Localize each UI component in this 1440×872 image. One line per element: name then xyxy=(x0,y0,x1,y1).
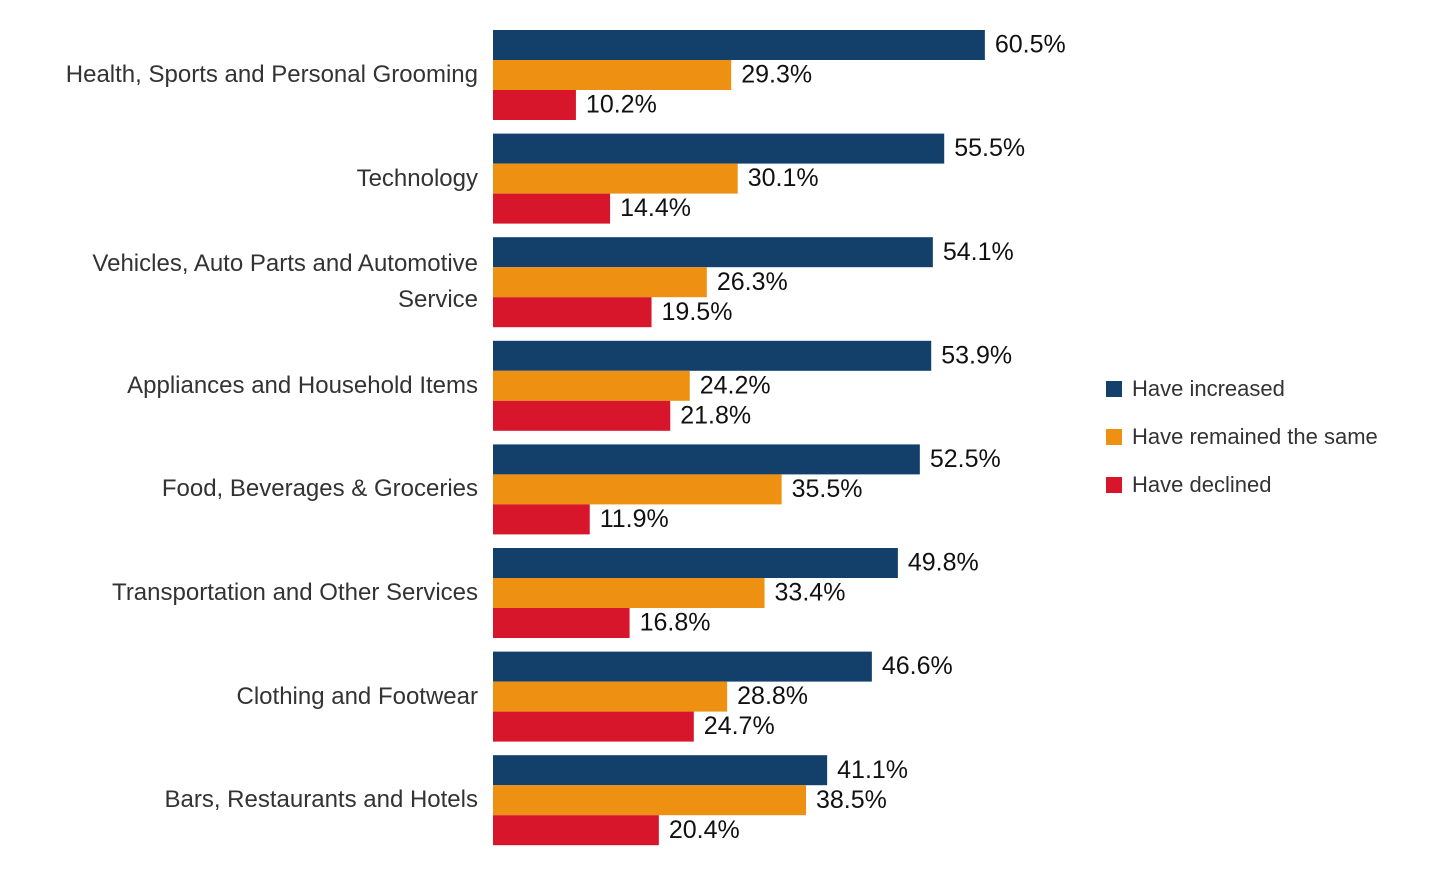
bar xyxy=(493,193,611,224)
value-label: 60.5% xyxy=(995,31,1066,59)
bar xyxy=(493,90,576,120)
bar xyxy=(493,608,630,638)
value-label: 35.5% xyxy=(792,475,863,503)
category-label: Clothing and Footwear xyxy=(236,682,478,710)
value-label: 26.3% xyxy=(717,268,788,296)
bar xyxy=(493,400,671,431)
value-label: 54.1% xyxy=(943,238,1014,266)
value-label: 14.4% xyxy=(620,194,691,222)
bar xyxy=(493,504,590,535)
value-label: 46.6% xyxy=(882,652,953,680)
category-label: Vehicles, Auto Parts and Automotive Serv… xyxy=(92,250,478,314)
bar xyxy=(493,548,898,578)
value-label: 24.7% xyxy=(704,712,775,740)
value-label: 11.9% xyxy=(600,505,669,533)
bar xyxy=(493,30,985,60)
value-label: 24.2% xyxy=(700,371,771,399)
legend-swatch xyxy=(1106,429,1122,445)
bar xyxy=(493,681,728,712)
value-label: 52.5% xyxy=(930,445,1001,473)
category-label: Appliances and Household Items xyxy=(127,371,478,399)
bar xyxy=(493,133,945,164)
value-label: 49.8% xyxy=(908,549,979,577)
bar xyxy=(493,237,933,268)
bar xyxy=(493,651,872,682)
bar xyxy=(493,297,652,328)
category-label: Bars, Restaurants and Hotels xyxy=(164,786,479,814)
legend-swatch xyxy=(1106,477,1122,493)
value-label: 20.4% xyxy=(669,816,740,844)
legend-label: Have remained the same xyxy=(1132,424,1378,449)
legend-label: Have increased xyxy=(1132,376,1285,401)
bar xyxy=(493,340,932,371)
bar xyxy=(493,444,920,475)
value-label: 53.9% xyxy=(941,341,1012,369)
bar xyxy=(493,60,732,90)
value-label: 28.8% xyxy=(737,682,808,710)
bar xyxy=(493,711,694,742)
bar xyxy=(493,474,782,505)
value-label: 19.5% xyxy=(662,298,733,326)
category-label: Technology xyxy=(356,164,478,192)
bar xyxy=(493,370,690,401)
bar xyxy=(493,785,807,816)
value-label: 30.1% xyxy=(748,164,819,192)
value-label: 55.5% xyxy=(954,134,1025,162)
bar xyxy=(493,267,707,298)
bar xyxy=(493,815,659,846)
category-label: Food, Beverages & Groceries xyxy=(161,475,478,503)
category-label: Health, Sports and Personal Grooming xyxy=(65,61,478,88)
bar xyxy=(493,755,828,786)
value-label: 21.8% xyxy=(680,401,751,429)
bar xyxy=(493,578,765,608)
category-label: Transportation and Other Services xyxy=(112,579,478,606)
value-label: 10.2% xyxy=(586,91,657,119)
value-label: 16.8% xyxy=(640,609,711,637)
value-label: 38.5% xyxy=(816,786,887,814)
bar xyxy=(493,163,738,194)
legend-swatch xyxy=(1106,381,1122,397)
value-label: 41.1% xyxy=(837,756,908,784)
value-label: 33.4% xyxy=(775,579,846,607)
legend-label: Have declined xyxy=(1132,472,1271,497)
value-label: 29.3% xyxy=(741,61,812,89)
